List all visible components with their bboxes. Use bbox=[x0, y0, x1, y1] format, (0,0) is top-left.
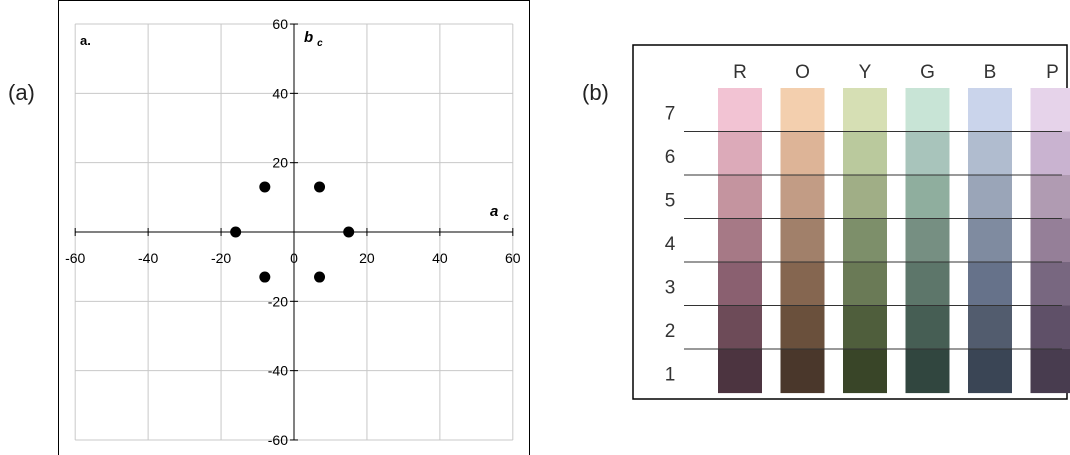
x-tick-label: 40 bbox=[432, 250, 448, 266]
color-swatch bbox=[780, 218, 825, 263]
x-tick-label: -60 bbox=[65, 250, 85, 266]
color-swatch bbox=[780, 131, 825, 176]
color-swatch bbox=[718, 349, 762, 394]
color-swatch bbox=[1030, 131, 1070, 176]
color-swatch bbox=[905, 305, 950, 350]
color-swatch bbox=[1030, 305, 1070, 350]
panel-label-b: (b) bbox=[582, 80, 609, 105]
color-swatch bbox=[905, 175, 950, 220]
column-label: P bbox=[1046, 62, 1059, 83]
y-tick-label: 60 bbox=[272, 16, 288, 32]
column-label: G bbox=[920, 62, 935, 83]
color-swatch bbox=[780, 305, 825, 350]
color-swatch bbox=[968, 305, 1012, 350]
x-tick-label: 0 bbox=[290, 250, 298, 266]
row-label: 5 bbox=[665, 190, 676, 211]
data-point bbox=[314, 271, 326, 283]
y-axis-label-main: b bbox=[304, 29, 313, 46]
color-swatch bbox=[1030, 218, 1070, 263]
row-label: 1 bbox=[665, 364, 676, 385]
color-swatch bbox=[905, 88, 950, 133]
color-swatch bbox=[968, 88, 1012, 133]
color-swatch bbox=[843, 131, 887, 176]
color-swatch bbox=[1030, 262, 1070, 307]
color-swatch bbox=[905, 218, 950, 263]
color-swatch bbox=[843, 349, 887, 394]
color-swatch bbox=[718, 305, 762, 350]
x-axis-label-sub: c bbox=[503, 212, 509, 223]
y-tick-label: -20 bbox=[268, 293, 288, 309]
color-swatch bbox=[905, 131, 950, 176]
row-label: 2 bbox=[665, 321, 676, 342]
color-swatch bbox=[718, 218, 762, 263]
data-point bbox=[259, 181, 271, 193]
x-tick-label: -20 bbox=[211, 250, 231, 266]
row-label: 6 bbox=[665, 147, 676, 168]
x-tick-label: 60 bbox=[505, 250, 521, 266]
color-swatch bbox=[968, 131, 1012, 176]
data-point bbox=[314, 181, 326, 193]
y-tick-label: 40 bbox=[272, 85, 288, 101]
color-swatch bbox=[843, 218, 887, 263]
color-swatch bbox=[968, 175, 1012, 220]
color-swatch bbox=[905, 262, 950, 307]
y-tick-label: -60 bbox=[268, 432, 288, 448]
y-tick-label: -40 bbox=[268, 363, 288, 379]
column-label: O bbox=[795, 62, 810, 83]
chart-title: a. bbox=[80, 33, 91, 48]
x-tick-label: -40 bbox=[138, 250, 158, 266]
color-swatch bbox=[843, 305, 887, 350]
color-swatch bbox=[1030, 88, 1070, 133]
color-swatch bbox=[718, 131, 762, 176]
y-tick-label: 20 bbox=[272, 155, 288, 171]
color-swatch bbox=[968, 349, 1012, 394]
column-label: B bbox=[984, 62, 997, 83]
data-point bbox=[230, 226, 242, 238]
panel-label-a: (a) bbox=[8, 80, 35, 105]
row-label: 3 bbox=[665, 277, 676, 298]
color-swatch bbox=[780, 88, 825, 133]
data-point bbox=[343, 226, 355, 238]
color-swatch bbox=[968, 262, 1012, 307]
color-swatch bbox=[1030, 349, 1070, 394]
color-swatch bbox=[780, 175, 825, 220]
column-label: Y bbox=[859, 62, 872, 83]
color-swatch bbox=[718, 88, 762, 133]
row-label: 7 bbox=[665, 103, 676, 124]
y-axis-label-sub: c bbox=[317, 38, 323, 49]
color-swatch bbox=[718, 175, 762, 220]
color-swatch bbox=[843, 88, 887, 133]
row-label: 4 bbox=[665, 234, 676, 255]
x-axis-label-main: a bbox=[490, 203, 498, 220]
color-swatch bbox=[843, 262, 887, 307]
color-swatch bbox=[905, 349, 950, 394]
color-swatch bbox=[780, 262, 825, 307]
x-tick-label: 20 bbox=[359, 250, 375, 266]
color-swatch bbox=[843, 175, 887, 220]
color-swatch bbox=[718, 262, 762, 307]
data-point bbox=[259, 271, 271, 283]
column-label: R bbox=[733, 62, 747, 83]
color-swatch bbox=[968, 218, 1012, 263]
color-swatch bbox=[780, 349, 825, 394]
color-swatch bbox=[1030, 175, 1070, 220]
color-swatch-chart: R O Y G B P 7 6 5 4 3 2 1 bbox=[632, 44, 1070, 400]
